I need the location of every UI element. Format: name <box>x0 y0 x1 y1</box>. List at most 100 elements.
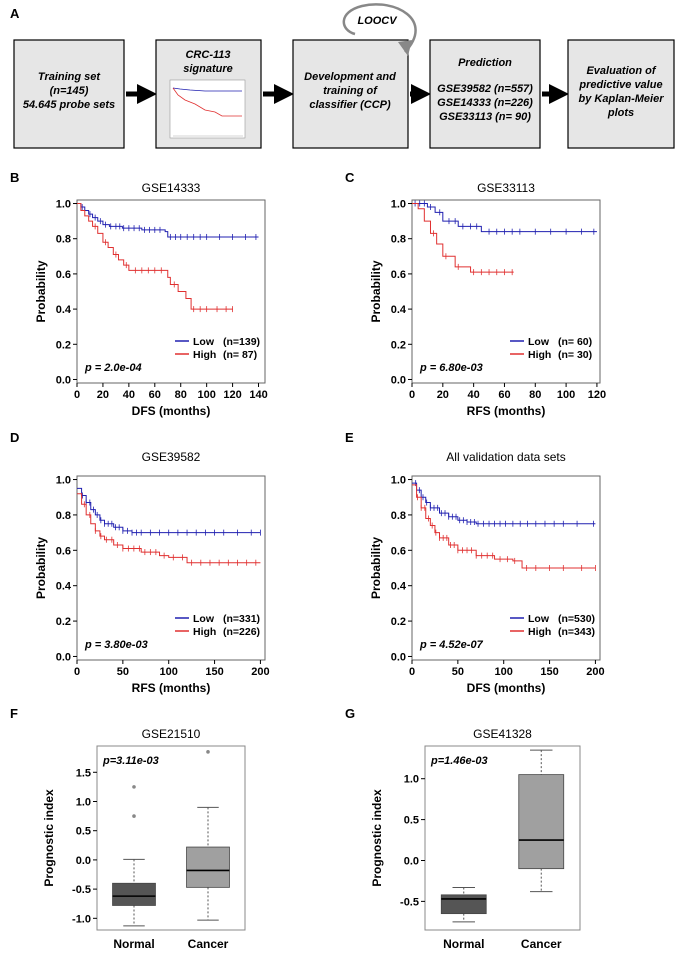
x-tick-label: 150 <box>205 666 223 678</box>
legend-label-high: High <box>193 349 216 361</box>
flow-prediction-item-2: GSE14333 (n=226) <box>437 97 533 109</box>
x-tick-label: 0 <box>74 389 80 401</box>
panel-label-c: C <box>345 170 355 185</box>
y-tick-label: 0.6 <box>56 545 71 557</box>
y-tick-label: 0.8 <box>391 234 406 246</box>
flow-training-line1: Training set <box>38 71 101 83</box>
panel-label-e: E <box>345 430 354 445</box>
flow-box-evaluation: Evaluation of predictive value by Kaplan… <box>567 39 675 149</box>
km-curve-low <box>412 203 597 233</box>
y-axis-label: Probability <box>369 260 383 322</box>
flow-box-prediction: Prediction GSE39582 (n=557) GSE14333 (n=… <box>429 39 541 149</box>
y-tick-label: -1.0 <box>72 913 91 925</box>
y-tick-label: 0.2 <box>56 616 71 628</box>
y-tick-label: 0.2 <box>56 339 71 351</box>
flow-evaluation-line3: by Kaplan-Meier <box>579 93 665 105</box>
x-tick-label: 0 <box>409 389 415 401</box>
x-tick-label: 80 <box>529 389 541 401</box>
plot-frame <box>411 199 601 384</box>
y-tick-label: 0.6 <box>391 545 406 557</box>
chart-title: All validation data sets <box>446 450 565 464</box>
x-tick-label: 100 <box>495 666 513 678</box>
legend-label-low: Low <box>193 336 215 348</box>
legend-count-low: (n= 60) <box>558 336 592 348</box>
legend-count-high: (n= 87) <box>223 349 257 361</box>
loocv-loop: LOOCV <box>342 3 417 56</box>
km-chart-gse39582: GSE39582 0 50 100 150 200 0.0 0.2 0.4 0.6 0.8 1.0 RF… <box>34 450 270 695</box>
y-tick-label: 1.0 <box>404 774 419 786</box>
x-tick-label: 200 <box>586 666 604 678</box>
y-tick-label: 0.0 <box>391 374 406 386</box>
outlier-normal <box>132 785 136 789</box>
flow-box-training: Training set (n=145) 54.645 probe sets <box>13 39 125 149</box>
km-chart-all-validation: All validation data sets 0 50 100 150 200 0.0 0… <box>369 450 605 695</box>
flow-training-line3: 54.645 probe sets <box>23 99 115 111</box>
x-axis-label: RFS (months) <box>132 681 211 695</box>
flow-prediction-item-3: GSE33113 (n= 90) <box>439 111 531 123</box>
legend-label-low: Low <box>193 613 215 625</box>
y-tick-label: 1.5 <box>76 767 91 779</box>
legend-count-low: (n=139) <box>223 336 260 348</box>
legend-count-high: (n=226) <box>223 626 260 638</box>
flow-evaluation-line4: plots <box>607 107 634 119</box>
legend-label-low: Low <box>528 613 550 625</box>
y-tick-label: 0.0 <box>76 855 91 867</box>
panel-label-f: F <box>10 706 18 721</box>
x-category-label-normal: Normal <box>113 937 154 951</box>
y-tick-label: 0.0 <box>56 374 71 386</box>
p-value: p = 4.52e-07 <box>419 639 484 651</box>
y-tick-label: 0.0 <box>391 651 406 663</box>
legend-count-low: (n=331) <box>223 613 260 625</box>
y-tick-label: 1.0 <box>56 475 71 487</box>
boxplot-gse41328: GSE41328 -0.5 0.0 0.5 1.0 Prognostic index Nor… <box>370 727 581 951</box>
loocv-label: LOOCV <box>357 15 398 27</box>
legend-label-high: High <box>528 349 551 361</box>
y-tick-label: 0.4 <box>56 581 72 593</box>
x-tick-label: 140 <box>249 389 267 401</box>
flow-signature-line1: CRC-113 <box>185 49 230 61</box>
x-tick-label: 150 <box>540 666 558 678</box>
y-axis-label: Probability <box>369 537 383 599</box>
boxplot-gse21510: GSE21510 -1.0 -0.5 0.0 0.5 1.0 1.5 Prognostic i… <box>42 727 246 951</box>
x-tick-label: 120 <box>588 389 606 401</box>
y-tick-label: 0.8 <box>391 510 406 522</box>
signature-thumbnail-plot <box>169 79 246 139</box>
legend-count-low: (n=530) <box>558 613 595 625</box>
box-cancer <box>518 774 565 870</box>
y-tick-label: 0.2 <box>391 616 406 628</box>
legend-count-high: (n=343) <box>558 626 595 638</box>
p-value: p=1.46e-03 <box>430 755 488 767</box>
x-category-label-normal: Normal <box>443 937 484 951</box>
x-tick-label: 50 <box>117 666 129 678</box>
panel-label-a: A <box>10 6 20 21</box>
flow-box-signature: CRC-113 signature <box>155 39 262 149</box>
x-tick-label: 120 <box>223 389 241 401</box>
p-value: p = 6.80e-03 <box>419 362 483 374</box>
p-value: p = 3.80e-03 <box>84 639 148 651</box>
x-tick-label: 60 <box>498 389 510 401</box>
x-tick-label: 20 <box>97 389 109 401</box>
y-tick-label: 0.6 <box>391 269 406 281</box>
y-tick-label: 1.0 <box>391 199 406 211</box>
flow-signature-line2: signature <box>183 63 233 75</box>
chart-title: GSE21510 <box>142 727 201 741</box>
x-tick-label: 100 <box>557 389 575 401</box>
flow-box-classifier: Development and training of classifier (… <box>292 39 409 149</box>
y-axis-label: Prognostic index <box>370 789 384 887</box>
x-tick-label: 20 <box>437 389 449 401</box>
legend-label-low: Low <box>528 336 550 348</box>
x-axis-label: DFS (months) <box>132 404 211 418</box>
y-tick-label: 0.4 <box>391 304 407 316</box>
km-curve-high <box>412 484 596 569</box>
x-tick-label: 80 <box>175 389 187 401</box>
km-curve-high <box>77 493 261 564</box>
x-axis-label: RFS (months) <box>467 404 546 418</box>
km-chart-gse14333: GSE14333 0 20 40 60 80 100 120 140 0.0 0.2 0.4 0.6 0.… <box>34 181 268 418</box>
flow-evaluation-line1: Evaluation of <box>586 65 656 77</box>
x-tick-label: 200 <box>251 666 269 678</box>
p-value: p = 2.0e-04 <box>84 362 142 374</box>
box-normal <box>112 882 156 906</box>
km-chart-gse33113: GSE33113 0 20 40 60 80 100 120 0.0 0.2 0.4 0.6 0.8 1.… <box>369 181 606 418</box>
y-tick-label: 0.6 <box>56 269 71 281</box>
y-tick-label: 0.5 <box>76 826 91 838</box>
